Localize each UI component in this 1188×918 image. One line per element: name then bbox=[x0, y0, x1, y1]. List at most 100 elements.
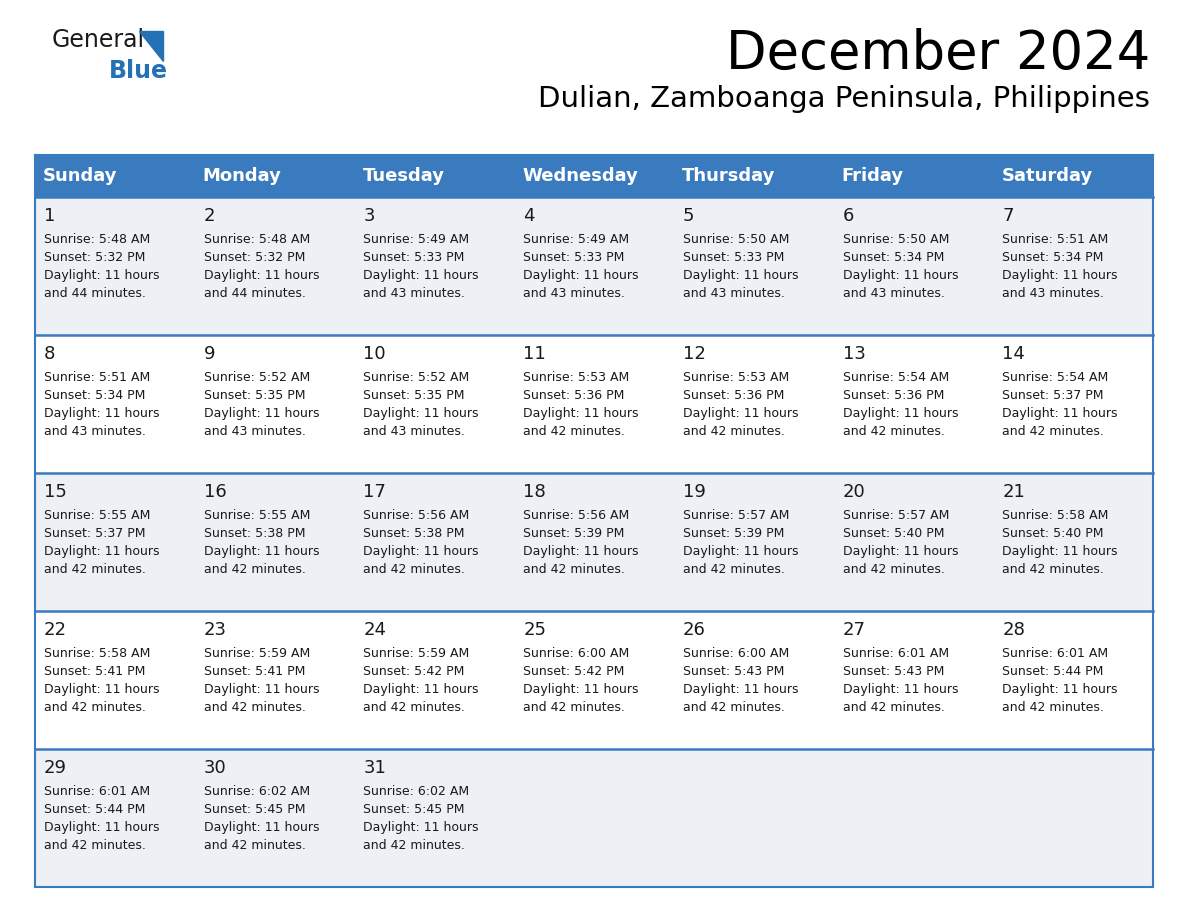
Text: Daylight: 11 hours: Daylight: 11 hours bbox=[842, 683, 958, 696]
Text: Tuesday: Tuesday bbox=[362, 167, 444, 185]
Text: Daylight: 11 hours: Daylight: 11 hours bbox=[842, 269, 958, 282]
Text: 15: 15 bbox=[44, 483, 67, 501]
Text: and 42 minutes.: and 42 minutes. bbox=[44, 563, 146, 576]
Text: Sunset: 5:37 PM: Sunset: 5:37 PM bbox=[44, 527, 145, 540]
Text: Daylight: 11 hours: Daylight: 11 hours bbox=[1003, 545, 1118, 558]
Text: Daylight: 11 hours: Daylight: 11 hours bbox=[364, 545, 479, 558]
Text: Daylight: 11 hours: Daylight: 11 hours bbox=[364, 821, 479, 834]
Text: 4: 4 bbox=[523, 207, 535, 225]
Text: 24: 24 bbox=[364, 621, 386, 639]
Text: Daylight: 11 hours: Daylight: 11 hours bbox=[683, 683, 798, 696]
Text: and 42 minutes.: and 42 minutes. bbox=[364, 839, 466, 852]
Text: and 42 minutes.: and 42 minutes. bbox=[523, 701, 625, 714]
Text: Sunset: 5:32 PM: Sunset: 5:32 PM bbox=[44, 251, 145, 264]
Text: Sunrise: 5:51 AM: Sunrise: 5:51 AM bbox=[1003, 233, 1108, 246]
Text: Daylight: 11 hours: Daylight: 11 hours bbox=[523, 407, 639, 420]
Text: Daylight: 11 hours: Daylight: 11 hours bbox=[44, 821, 159, 834]
Text: Sunset: 5:36 PM: Sunset: 5:36 PM bbox=[842, 389, 944, 402]
Text: 8: 8 bbox=[44, 345, 56, 363]
Text: and 42 minutes.: and 42 minutes. bbox=[842, 563, 944, 576]
Text: 18: 18 bbox=[523, 483, 546, 501]
Text: Daylight: 11 hours: Daylight: 11 hours bbox=[523, 269, 639, 282]
Text: and 43 minutes.: and 43 minutes. bbox=[842, 287, 944, 300]
Text: and 42 minutes.: and 42 minutes. bbox=[44, 839, 146, 852]
Text: Sunrise: 6:01 AM: Sunrise: 6:01 AM bbox=[1003, 647, 1108, 660]
Text: Sunset: 5:45 PM: Sunset: 5:45 PM bbox=[364, 803, 465, 816]
Text: Daylight: 11 hours: Daylight: 11 hours bbox=[203, 269, 320, 282]
Text: Daylight: 11 hours: Daylight: 11 hours bbox=[1003, 407, 1118, 420]
Text: Sunset: 5:34 PM: Sunset: 5:34 PM bbox=[44, 389, 145, 402]
Text: Wednesday: Wednesday bbox=[523, 167, 638, 185]
Text: 6: 6 bbox=[842, 207, 854, 225]
Text: Daylight: 11 hours: Daylight: 11 hours bbox=[203, 545, 320, 558]
Text: Daylight: 11 hours: Daylight: 11 hours bbox=[1003, 683, 1118, 696]
Bar bbox=[34, 749, 1154, 887]
Text: Sunrise: 5:48 AM: Sunrise: 5:48 AM bbox=[44, 233, 150, 246]
Text: Sunset: 5:36 PM: Sunset: 5:36 PM bbox=[683, 389, 784, 402]
Text: and 43 minutes.: and 43 minutes. bbox=[364, 287, 466, 300]
Bar bbox=[34, 155, 1154, 197]
Text: Sunrise: 5:54 AM: Sunrise: 5:54 AM bbox=[842, 371, 949, 384]
Text: and 42 minutes.: and 42 minutes. bbox=[1003, 425, 1104, 438]
Text: Sunset: 5:34 PM: Sunset: 5:34 PM bbox=[842, 251, 944, 264]
Text: and 43 minutes.: and 43 minutes. bbox=[1003, 287, 1104, 300]
Text: 1: 1 bbox=[44, 207, 56, 225]
Text: and 42 minutes.: and 42 minutes. bbox=[842, 701, 944, 714]
Text: and 42 minutes.: and 42 minutes. bbox=[203, 701, 305, 714]
Text: Sunset: 5:39 PM: Sunset: 5:39 PM bbox=[683, 527, 784, 540]
Text: Sunrise: 5:59 AM: Sunrise: 5:59 AM bbox=[203, 647, 310, 660]
Text: Sunrise: 5:54 AM: Sunrise: 5:54 AM bbox=[1003, 371, 1108, 384]
Text: Sunset: 5:33 PM: Sunset: 5:33 PM bbox=[683, 251, 784, 264]
Text: 31: 31 bbox=[364, 759, 386, 777]
Text: Sunset: 5:34 PM: Sunset: 5:34 PM bbox=[1003, 251, 1104, 264]
Bar bbox=[34, 197, 1154, 335]
Text: 3: 3 bbox=[364, 207, 375, 225]
Text: Sunset: 5:45 PM: Sunset: 5:45 PM bbox=[203, 803, 305, 816]
Text: Monday: Monday bbox=[203, 167, 282, 185]
Text: and 44 minutes.: and 44 minutes. bbox=[44, 287, 146, 300]
Text: Daylight: 11 hours: Daylight: 11 hours bbox=[364, 407, 479, 420]
Text: 21: 21 bbox=[1003, 483, 1025, 501]
Text: Sunset: 5:44 PM: Sunset: 5:44 PM bbox=[44, 803, 145, 816]
Text: Sunset: 5:33 PM: Sunset: 5:33 PM bbox=[523, 251, 625, 264]
Text: Sunset: 5:35 PM: Sunset: 5:35 PM bbox=[364, 389, 465, 402]
Text: Sunset: 5:33 PM: Sunset: 5:33 PM bbox=[364, 251, 465, 264]
Text: Sunrise: 5:55 AM: Sunrise: 5:55 AM bbox=[44, 509, 151, 522]
Text: and 43 minutes.: and 43 minutes. bbox=[44, 425, 146, 438]
Text: Sunrise: 5:49 AM: Sunrise: 5:49 AM bbox=[523, 233, 630, 246]
Text: and 42 minutes.: and 42 minutes. bbox=[1003, 563, 1104, 576]
Text: 22: 22 bbox=[44, 621, 67, 639]
Text: 5: 5 bbox=[683, 207, 694, 225]
Text: Dulian, Zamboanga Peninsula, Philippines: Dulian, Zamboanga Peninsula, Philippines bbox=[538, 85, 1150, 113]
Text: Sunrise: 5:55 AM: Sunrise: 5:55 AM bbox=[203, 509, 310, 522]
Text: 28: 28 bbox=[1003, 621, 1025, 639]
Text: 12: 12 bbox=[683, 345, 706, 363]
Text: Friday: Friday bbox=[841, 167, 904, 185]
Text: 19: 19 bbox=[683, 483, 706, 501]
Text: Sunset: 5:32 PM: Sunset: 5:32 PM bbox=[203, 251, 305, 264]
Text: Sunset: 5:35 PM: Sunset: 5:35 PM bbox=[203, 389, 305, 402]
Text: Sunset: 5:40 PM: Sunset: 5:40 PM bbox=[1003, 527, 1104, 540]
Text: Daylight: 11 hours: Daylight: 11 hours bbox=[842, 407, 958, 420]
Text: Sunrise: 6:01 AM: Sunrise: 6:01 AM bbox=[44, 785, 150, 798]
Text: 26: 26 bbox=[683, 621, 706, 639]
Text: Sunrise: 6:00 AM: Sunrise: 6:00 AM bbox=[683, 647, 789, 660]
Text: and 43 minutes.: and 43 minutes. bbox=[523, 287, 625, 300]
Text: Sunrise: 5:50 AM: Sunrise: 5:50 AM bbox=[842, 233, 949, 246]
Text: Daylight: 11 hours: Daylight: 11 hours bbox=[44, 407, 159, 420]
Text: 25: 25 bbox=[523, 621, 546, 639]
Text: 2: 2 bbox=[203, 207, 215, 225]
Text: Sunrise: 5:57 AM: Sunrise: 5:57 AM bbox=[683, 509, 789, 522]
Text: Daylight: 11 hours: Daylight: 11 hours bbox=[683, 545, 798, 558]
Text: Sunrise: 5:56 AM: Sunrise: 5:56 AM bbox=[364, 509, 469, 522]
Text: Sunrise: 5:52 AM: Sunrise: 5:52 AM bbox=[364, 371, 469, 384]
Text: General: General bbox=[52, 28, 145, 52]
Text: Saturday: Saturday bbox=[1001, 167, 1093, 185]
Text: Sunset: 5:44 PM: Sunset: 5:44 PM bbox=[1003, 665, 1104, 678]
Text: and 42 minutes.: and 42 minutes. bbox=[842, 425, 944, 438]
Text: Daylight: 11 hours: Daylight: 11 hours bbox=[44, 545, 159, 558]
Text: 17: 17 bbox=[364, 483, 386, 501]
Text: and 42 minutes.: and 42 minutes. bbox=[523, 425, 625, 438]
Text: Sunrise: 5:57 AM: Sunrise: 5:57 AM bbox=[842, 509, 949, 522]
Text: Daylight: 11 hours: Daylight: 11 hours bbox=[44, 269, 159, 282]
